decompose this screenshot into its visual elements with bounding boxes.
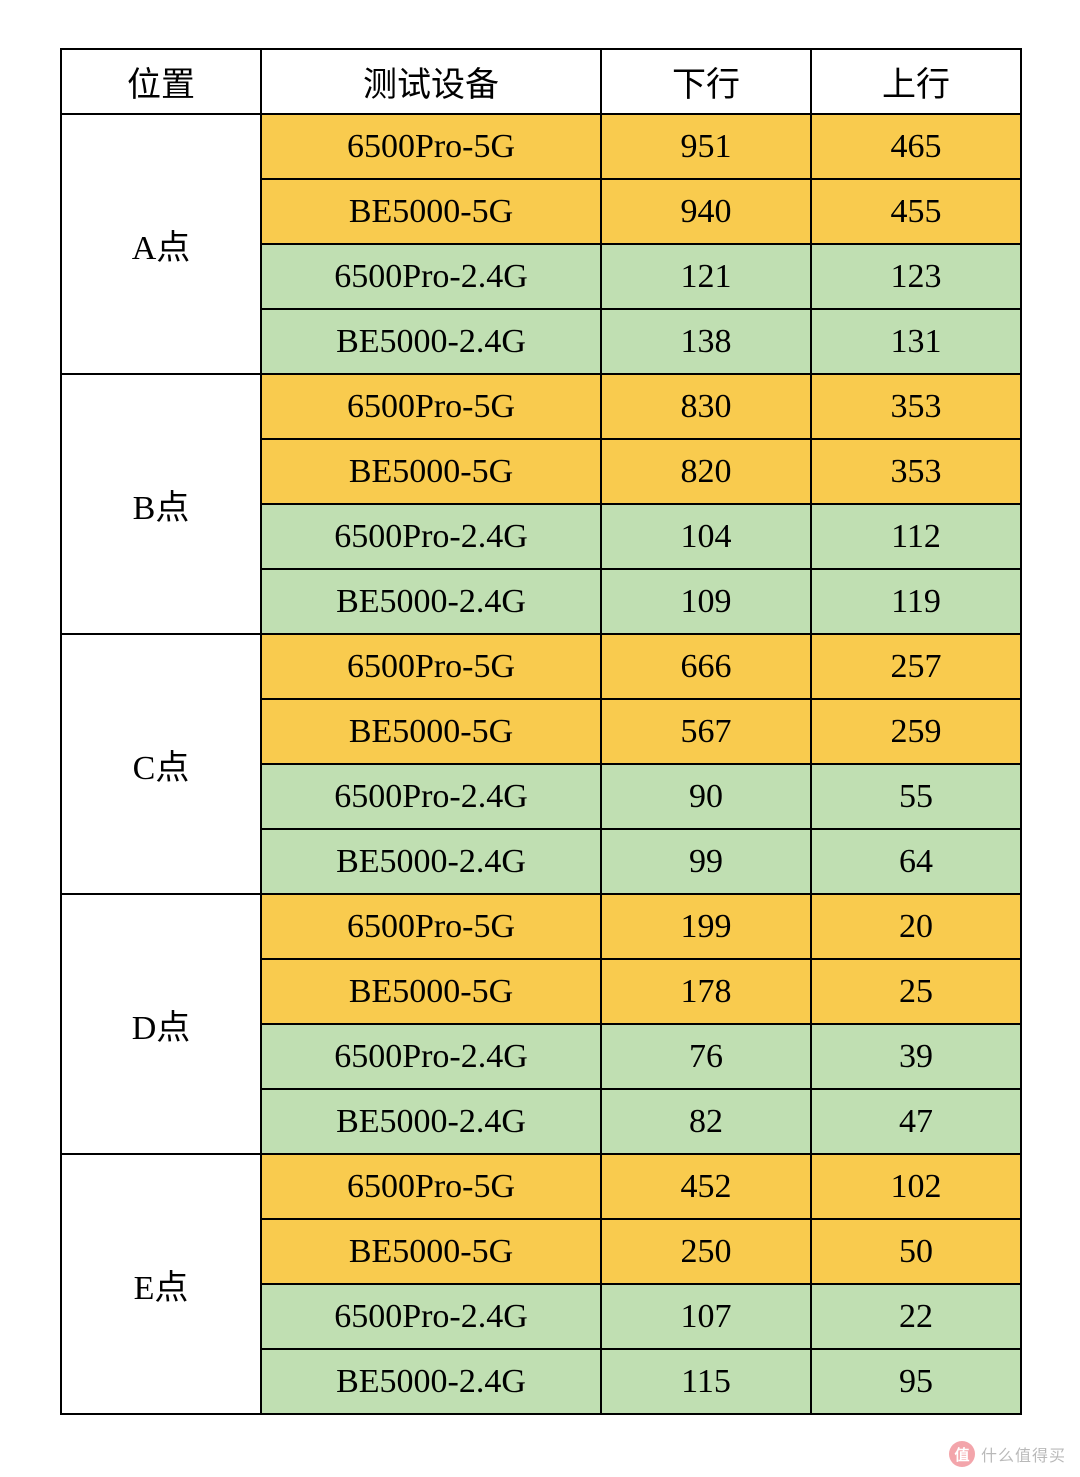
upload-cell: 119 — [811, 569, 1021, 634]
device-cell: BE5000-5G — [261, 699, 601, 764]
location-cell: B点 — [61, 374, 261, 634]
download-cell: 104 — [601, 504, 811, 569]
location-cell: D点 — [61, 894, 261, 1154]
download-cell: 115 — [601, 1349, 811, 1414]
upload-cell: 257 — [811, 634, 1021, 699]
watermark-badge-icon: 值 — [949, 1441, 975, 1467]
upload-cell: 95 — [811, 1349, 1021, 1414]
upload-cell: 112 — [811, 504, 1021, 569]
download-cell: 82 — [601, 1089, 811, 1154]
table-row: E点6500Pro-5G452102 — [61, 1154, 1021, 1219]
device-cell: 6500Pro-2.4G — [261, 764, 601, 829]
download-cell: 951 — [601, 114, 811, 179]
download-cell: 567 — [601, 699, 811, 764]
upload-cell: 353 — [811, 374, 1021, 439]
upload-cell: 465 — [811, 114, 1021, 179]
location-cell: A点 — [61, 114, 261, 374]
upload-cell: 123 — [811, 244, 1021, 309]
device-cell: 6500Pro-5G — [261, 634, 601, 699]
device-cell: 6500Pro-2.4G — [261, 1284, 601, 1349]
download-cell: 90 — [601, 764, 811, 829]
device-cell: BE5000-5G — [261, 1219, 601, 1284]
download-cell: 830 — [601, 374, 811, 439]
device-cell: 6500Pro-5G — [261, 1154, 601, 1219]
speed-test-table: 位置 测试设备 下行 上行 A点6500Pro-5G951465BE5000-5… — [60, 48, 1022, 1415]
download-cell: 99 — [601, 829, 811, 894]
device-cell: BE5000-5G — [261, 959, 601, 1024]
upload-cell: 64 — [811, 829, 1021, 894]
table-row: C点6500Pro-5G666257 — [61, 634, 1021, 699]
download-cell: 109 — [601, 569, 811, 634]
device-cell: BE5000-2.4G — [261, 829, 601, 894]
device-cell: 6500Pro-2.4G — [261, 504, 601, 569]
location-cell: E点 — [61, 1154, 261, 1414]
upload-cell: 25 — [811, 959, 1021, 1024]
upload-cell: 455 — [811, 179, 1021, 244]
device-cell: 6500Pro-2.4G — [261, 244, 601, 309]
device-cell: BE5000-2.4G — [261, 569, 601, 634]
upload-cell: 259 — [811, 699, 1021, 764]
download-cell: 107 — [601, 1284, 811, 1349]
download-cell: 940 — [601, 179, 811, 244]
watermark: 值 什么值得买 — [949, 1441, 1066, 1467]
table-header-row: 位置 测试设备 下行 上行 — [61, 49, 1021, 114]
download-cell: 820 — [601, 439, 811, 504]
col-header-down: 下行 — [601, 49, 811, 114]
col-header-up: 上行 — [811, 49, 1021, 114]
device-cell: BE5000-2.4G — [261, 1089, 601, 1154]
device-cell: 6500Pro-5G — [261, 114, 601, 179]
download-cell: 250 — [601, 1219, 811, 1284]
device-cell: BE5000-2.4G — [261, 1349, 601, 1414]
col-header-location: 位置 — [61, 49, 261, 114]
watermark-label: 什么值得买 — [981, 1442, 1066, 1466]
device-cell: BE5000-5G — [261, 179, 601, 244]
table-row: A点6500Pro-5G951465 — [61, 114, 1021, 179]
upload-cell: 50 — [811, 1219, 1021, 1284]
download-cell: 199 — [601, 894, 811, 959]
table-row: B点6500Pro-5G830353 — [61, 374, 1021, 439]
download-cell: 138 — [601, 309, 811, 374]
upload-cell: 55 — [811, 764, 1021, 829]
device-cell: 6500Pro-5G — [261, 894, 601, 959]
upload-cell: 22 — [811, 1284, 1021, 1349]
download-cell: 178 — [601, 959, 811, 1024]
upload-cell: 39 — [811, 1024, 1021, 1089]
download-cell: 121 — [601, 244, 811, 309]
upload-cell: 20 — [811, 894, 1021, 959]
upload-cell: 353 — [811, 439, 1021, 504]
download-cell: 452 — [601, 1154, 811, 1219]
table-row: D点6500Pro-5G19920 — [61, 894, 1021, 959]
device-cell: BE5000-5G — [261, 439, 601, 504]
upload-cell: 102 — [811, 1154, 1021, 1219]
location-cell: C点 — [61, 634, 261, 894]
device-cell: 6500Pro-5G — [261, 374, 601, 439]
device-cell: BE5000-2.4G — [261, 309, 601, 374]
download-cell: 76 — [601, 1024, 811, 1089]
col-header-device: 测试设备 — [261, 49, 601, 114]
upload-cell: 131 — [811, 309, 1021, 374]
download-cell: 666 — [601, 634, 811, 699]
upload-cell: 47 — [811, 1089, 1021, 1154]
device-cell: 6500Pro-2.4G — [261, 1024, 601, 1089]
